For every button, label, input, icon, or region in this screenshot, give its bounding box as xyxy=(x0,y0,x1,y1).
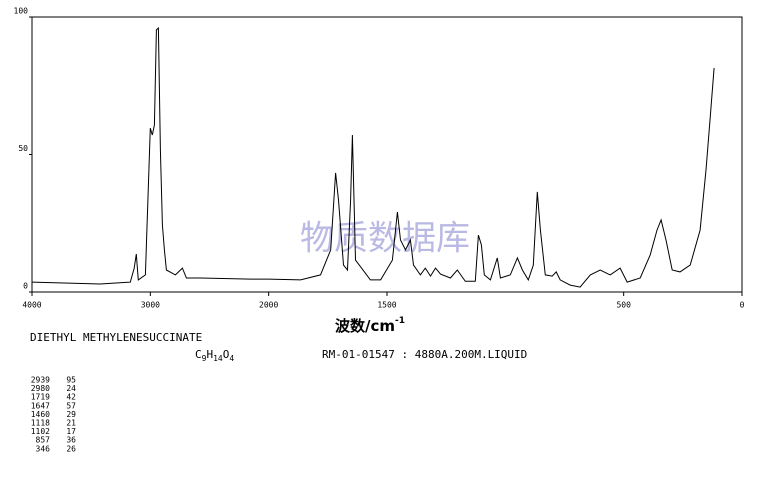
peak-intensity: 26 xyxy=(66,444,76,453)
condition: RM-01-01547 : 4880A.200M.LIQUID xyxy=(322,348,527,361)
peak-intensity: 21 xyxy=(66,419,76,428)
peak-wavenumber: 1647 xyxy=(31,401,50,410)
peak-wavenumber: 346 xyxy=(36,444,51,453)
x-tick-label: 2000 xyxy=(259,301,278,310)
peak-wavenumber: 1719 xyxy=(31,393,50,402)
x-tick-label: 4000 xyxy=(22,301,41,310)
peak-intensity: 24 xyxy=(66,384,76,393)
formula: C9H14O4 xyxy=(195,348,234,363)
peak-wavenumber: 2980 xyxy=(31,384,50,393)
formula-part: O xyxy=(223,348,230,361)
y-tick-label: 100 xyxy=(14,7,29,16)
peak-intensity: 36 xyxy=(66,436,76,445)
formula-part: C xyxy=(195,348,202,361)
peak-intensity: 95 xyxy=(66,376,76,385)
x-axis-label-sup: -1 xyxy=(395,316,405,326)
y-tick-label: 50 xyxy=(18,144,28,153)
formula-part: 14 xyxy=(213,354,223,363)
peak-intensity: 42 xyxy=(66,393,76,402)
y-tick-label: 0 xyxy=(23,282,28,291)
peak-wavenumber: 2939 xyxy=(31,376,50,385)
peak-intensity: 17 xyxy=(66,427,76,436)
x-tick-label: 1500 xyxy=(377,301,396,310)
formula-part: 4 xyxy=(229,354,234,363)
peak-wavenumber: 1460 xyxy=(31,410,50,419)
x-tick-label: 500 xyxy=(616,301,631,310)
spectrum-line xyxy=(31,26,715,288)
x-axis-label-main: 波数/cm xyxy=(335,317,395,335)
formula-part: 9 xyxy=(202,354,207,363)
formula-part: H xyxy=(206,348,213,361)
peak-intensity: 57 xyxy=(66,401,76,410)
x-tick-label: 0 xyxy=(740,301,745,310)
peak-wavenumber: 857 xyxy=(36,436,51,445)
compound-name: DIETHYL METHYLENESUCCINATE xyxy=(30,331,202,344)
peak-wavenumber: 1118 xyxy=(31,419,50,428)
x-axis-label: 波数/cm-1 xyxy=(335,316,405,335)
peak-wavenumber: 1102 xyxy=(31,427,50,436)
peak-intensity: 29 xyxy=(66,410,76,419)
watermark: 物质数据库 xyxy=(300,219,470,259)
x-tick-label: 3000 xyxy=(141,301,160,310)
